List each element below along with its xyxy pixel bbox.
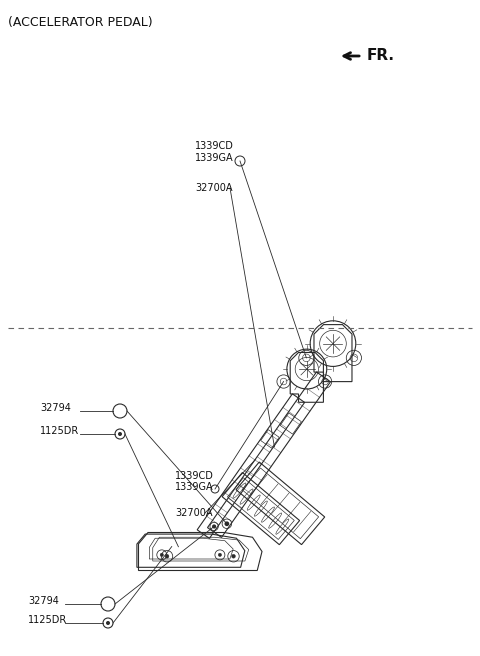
Circle shape	[225, 522, 229, 526]
Text: 1125DR: 1125DR	[40, 426, 79, 436]
Circle shape	[165, 554, 169, 558]
Circle shape	[106, 621, 110, 625]
Text: 32700A: 32700A	[175, 508, 213, 518]
Circle shape	[118, 432, 122, 436]
Text: 1339CD: 1339CD	[175, 471, 214, 481]
Text: FR.: FR.	[367, 49, 395, 64]
Text: 1339CD: 1339CD	[195, 141, 234, 151]
Text: 1339GA: 1339GA	[195, 153, 234, 163]
Text: 32700A: 32700A	[195, 183, 232, 193]
Text: 32794: 32794	[28, 596, 59, 606]
Circle shape	[160, 553, 164, 556]
Text: 1339GA: 1339GA	[175, 482, 214, 492]
Circle shape	[231, 554, 235, 558]
Circle shape	[212, 524, 216, 529]
Text: 32794: 32794	[40, 403, 71, 413]
Circle shape	[218, 553, 222, 556]
Text: 1125DR: 1125DR	[28, 615, 67, 625]
Text: (ACCELERATOR PEDAL): (ACCELERATOR PEDAL)	[8, 16, 153, 29]
